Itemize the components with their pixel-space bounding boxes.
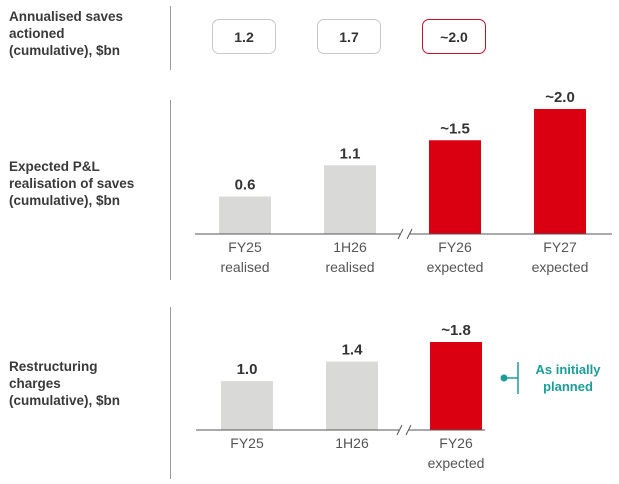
bar-0 xyxy=(221,381,273,430)
bar-0 xyxy=(219,196,271,234)
saves-box-fy26: ~2.0 xyxy=(422,19,486,54)
category-label-2: FY26 expected xyxy=(427,239,484,275)
axis-break-mark xyxy=(397,228,413,240)
value-label-0: 1.0 xyxy=(237,361,258,378)
value-label-2: ~1.8 xyxy=(441,322,471,339)
category-label-0: FY25 xyxy=(230,435,264,451)
divider-restructuring xyxy=(170,307,171,479)
value-label-1: 1.4 xyxy=(342,342,364,359)
divider-saves xyxy=(170,6,171,70)
bar-1 xyxy=(326,361,378,430)
bar-2 xyxy=(430,342,482,430)
row-label-pl: Expected P&L realisation of saves (cumul… xyxy=(9,159,135,208)
category-label-1: 1H26 xyxy=(335,435,369,451)
saves-box-fy25: 1.2 xyxy=(212,19,276,54)
divider-pl xyxy=(170,100,171,280)
bar-3 xyxy=(534,109,586,234)
category-label-1: 1H26 realised xyxy=(325,239,374,275)
saves-box-1h26: 1.7 xyxy=(317,19,381,54)
value-label-0: 0.6 xyxy=(235,177,256,194)
axis-break-mark xyxy=(396,424,412,436)
row-label-restructuring: Restructuring charges (cumulative), $bn xyxy=(9,359,121,408)
annotation-as-initially-planned: As initially planned xyxy=(535,362,601,394)
row-label-saves: Annualised saves actioned (cumulative), … xyxy=(9,9,124,58)
category-label-3: FY27 expected xyxy=(532,239,589,275)
category-label-2: FY26 expected xyxy=(428,435,485,471)
value-label-3: ~2.0 xyxy=(545,89,575,106)
value-label-2: ~1.5 xyxy=(440,120,470,137)
category-label-0: FY25 realised xyxy=(220,239,269,275)
value-label-1: 1.1 xyxy=(340,145,361,162)
bar-2 xyxy=(429,140,481,234)
bar-1 xyxy=(324,165,376,234)
